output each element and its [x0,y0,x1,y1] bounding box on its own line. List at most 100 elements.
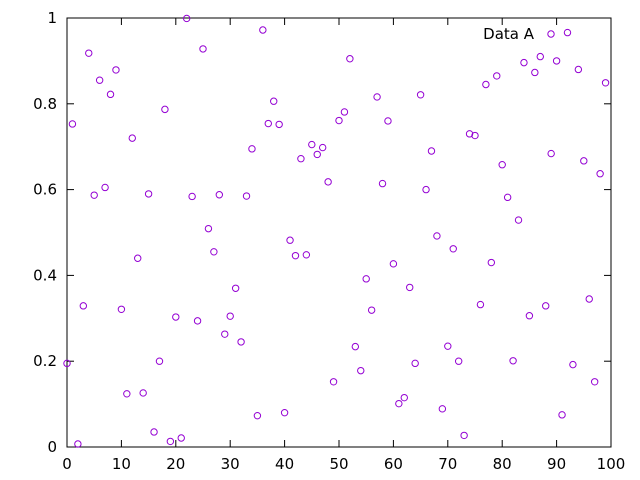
data-point [297,155,305,163]
data-point [231,284,240,292]
data-point [536,52,544,61]
x-tick-label: 30 [221,455,240,473]
data-point [460,431,468,440]
data-point [318,143,327,152]
data-point [324,178,332,186]
data-point [547,149,555,158]
y-tick-label: 0.6 [33,181,57,199]
plot-border [66,17,612,448]
data-point [362,275,370,283]
data-point [482,80,490,89]
data-point [172,313,180,321]
y-tick-label: 0.4 [33,266,57,284]
data-point [569,360,577,369]
data-point [514,216,523,224]
data-point [498,161,506,169]
data-point [346,55,354,63]
x-tick-label: 80 [493,455,512,473]
data-point [580,157,588,165]
data-point [150,428,158,436]
y-tick-label: 1 [47,9,57,27]
data-points [63,14,610,448]
data-point [270,97,278,105]
data-point [389,260,398,268]
data-point [253,411,262,420]
x-tick-label: 70 [438,455,457,473]
data-point [63,359,71,368]
data-point [210,248,218,256]
data-point [139,389,147,397]
data-point [357,366,365,375]
data-point [188,192,196,201]
data-point [531,68,539,77]
data-point [433,232,441,240]
data-point [177,434,185,442]
data-point [182,14,191,23]
data-point [286,236,294,244]
x-tick-label: 90 [547,455,566,473]
data-point [465,130,474,138]
data-point [400,393,408,402]
legend-label-data-a: Data A [483,25,535,43]
data-point [226,312,234,320]
data-point [454,357,463,365]
data-point [438,405,447,413]
data-point [416,91,425,99]
data-point [596,170,604,178]
data-point [128,134,136,142]
data-point [411,359,419,368]
data-point [275,120,283,129]
data-point [155,357,164,365]
data-point [378,179,387,188]
data-point [95,76,104,84]
x-axis-ticks: 0 10 20 30 40 50 60 70 80 90 100 [62,18,625,473]
x-tick-label: 100 [597,455,626,473]
data-point [335,116,343,125]
data-point [427,147,436,155]
y-tick-label: 0.2 [33,352,57,370]
data-point [329,378,338,386]
data-point [574,65,583,74]
x-tick-label: 10 [112,455,131,473]
data-point [476,300,485,309]
y-tick-label: 0 [47,438,57,456]
data-point [144,190,153,198]
axes-frame [66,17,612,448]
x-tick-label: 40 [275,455,294,473]
legend: Data A [483,25,555,43]
data-point [395,399,403,408]
data-point [351,342,360,351]
data-point [221,330,229,338]
data-point [79,302,88,310]
data-point [552,57,561,65]
data-point [280,408,289,417]
data-point [313,150,321,159]
data-point [74,440,82,448]
y-axis-ticks: 0 0.2 0.4 0.6 0.8 1 [33,9,611,456]
data-point [493,72,501,80]
data-point [291,251,300,260]
data-point [444,342,452,350]
data-point [242,192,251,200]
data-point [193,317,202,325]
data-point [367,306,376,314]
data-point [503,193,512,202]
data-point [563,28,572,37]
data-point [123,390,131,398]
y-tick-label: 0.8 [33,95,57,113]
data-point [590,378,599,386]
data-point [542,302,550,310]
data-point [471,131,479,140]
data-point [308,140,316,149]
data-point [373,93,381,101]
data-point [117,305,126,313]
data-point [340,108,349,116]
data-point [302,251,311,259]
data-point [422,185,430,194]
data-point [161,105,169,114]
legend-marker [547,30,555,38]
data-point [199,45,207,53]
data-point [449,245,457,253]
data-point [264,119,272,128]
